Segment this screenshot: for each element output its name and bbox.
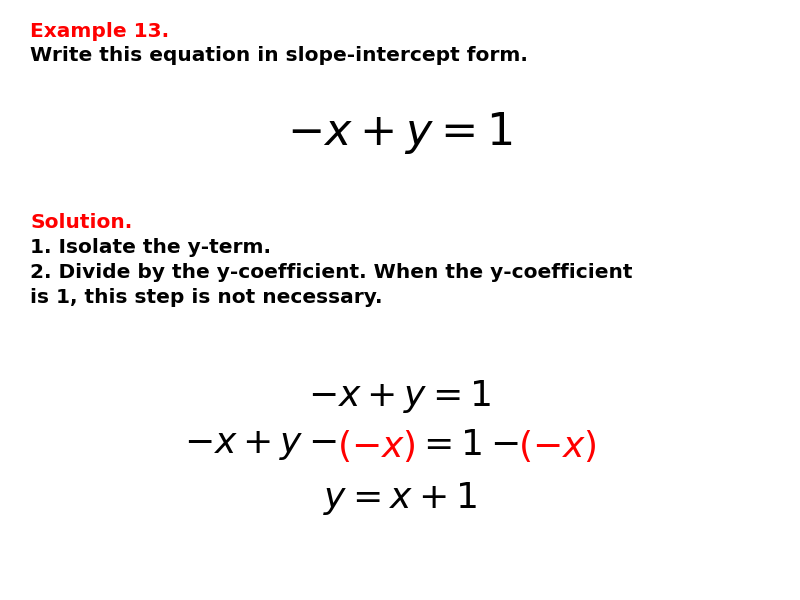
Text: $=1-$: $=1-$ (416, 428, 518, 462)
Text: $(-x)$: $(-x)$ (518, 428, 597, 464)
Text: Example 13.: Example 13. (30, 22, 169, 41)
Text: Solution.: Solution. (30, 213, 132, 232)
Text: $-x+y=1$: $-x+y=1$ (287, 110, 513, 156)
Text: $(-x)$: $(-x)$ (337, 428, 416, 464)
Text: is 1, this step is not necessary.: is 1, this step is not necessary. (30, 288, 382, 307)
Text: 1. Isolate the y-term.: 1. Isolate the y-term. (30, 238, 271, 257)
Text: $y=x+1$: $y=x+1$ (323, 480, 477, 517)
Text: $-x+y=1$: $-x+y=1$ (308, 378, 492, 415)
Text: $-x+y-$: $-x+y-$ (184, 428, 337, 462)
Text: 2. Divide by the y-coefficient. When the y-coefficient: 2. Divide by the y-coefficient. When the… (30, 263, 633, 282)
Text: Write this equation in slope-intercept form.: Write this equation in slope-intercept f… (30, 46, 528, 65)
